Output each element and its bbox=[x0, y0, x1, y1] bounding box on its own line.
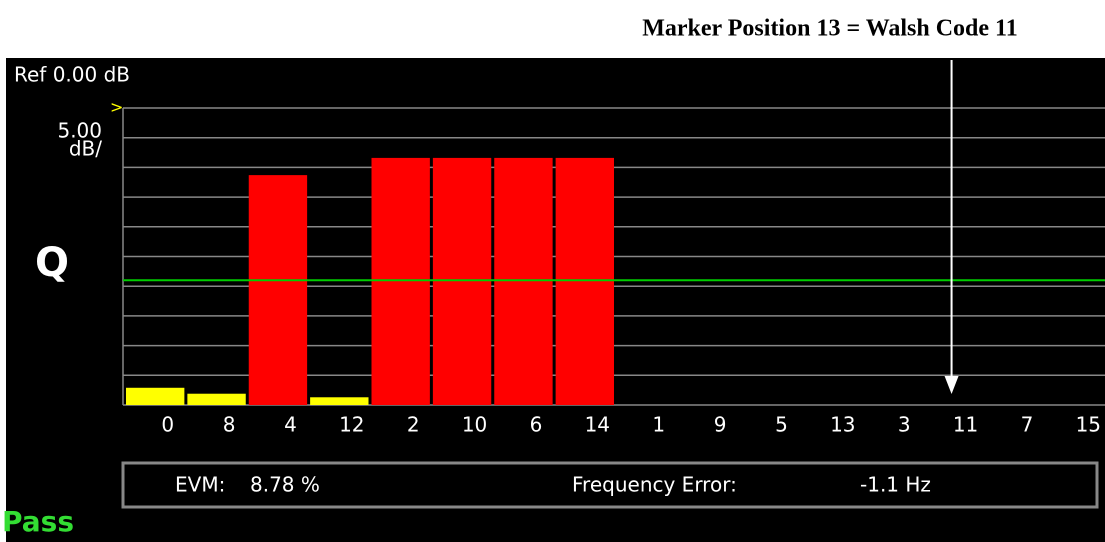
x-tick-label: 9 bbox=[714, 413, 727, 437]
bar bbox=[126, 387, 185, 405]
bar bbox=[248, 175, 308, 405]
chart-title: Marker Position 13 = Walsh Code 11 bbox=[642, 16, 1017, 42]
ref-marker: > bbox=[110, 98, 123, 117]
bar bbox=[555, 157, 614, 405]
scale-unit: dB/ bbox=[69, 137, 102, 161]
x-tick-label: 13 bbox=[830, 413, 855, 437]
x-tick-label: 11 bbox=[953, 413, 978, 437]
readout-value: -1.1 Hz bbox=[860, 473, 931, 497]
x-tick-label: 0 bbox=[161, 413, 174, 437]
x-tick-label: 2 bbox=[407, 413, 420, 437]
x-tick-label: 3 bbox=[898, 413, 911, 437]
bar bbox=[432, 157, 492, 405]
x-tick-label: 15 bbox=[1076, 413, 1101, 437]
x-tick-label: 4 bbox=[284, 413, 297, 437]
display bbox=[6, 58, 1105, 542]
readout-label: Frequency Error: bbox=[572, 473, 737, 497]
x-tick-label: 12 bbox=[339, 413, 364, 437]
bar bbox=[187, 393, 246, 405]
readout-label: EVM: bbox=[175, 473, 225, 497]
bar bbox=[310, 397, 369, 405]
channel-label: Q bbox=[35, 240, 69, 286]
marker-arrowhead bbox=[944, 376, 959, 394]
readout-value: 8.78 % bbox=[250, 473, 320, 497]
x-tick-label: 1 bbox=[652, 413, 665, 437]
bar bbox=[494, 157, 553, 405]
readout-box bbox=[121, 461, 1099, 509]
x-tick-label: 14 bbox=[585, 413, 610, 437]
x-tick-label: 10 bbox=[462, 413, 487, 437]
x-tick-label: 6 bbox=[530, 413, 543, 437]
ref-label: Ref 0.00 dB bbox=[14, 63, 130, 87]
x-tick-label: 5 bbox=[775, 413, 788, 437]
status: Pass bbox=[2, 505, 74, 538]
x-tick-label: 8 bbox=[223, 413, 236, 437]
bar bbox=[371, 157, 430, 405]
x-tick-label: 7 bbox=[1021, 413, 1034, 437]
scale-label: 5.00 bbox=[57, 119, 102, 143]
